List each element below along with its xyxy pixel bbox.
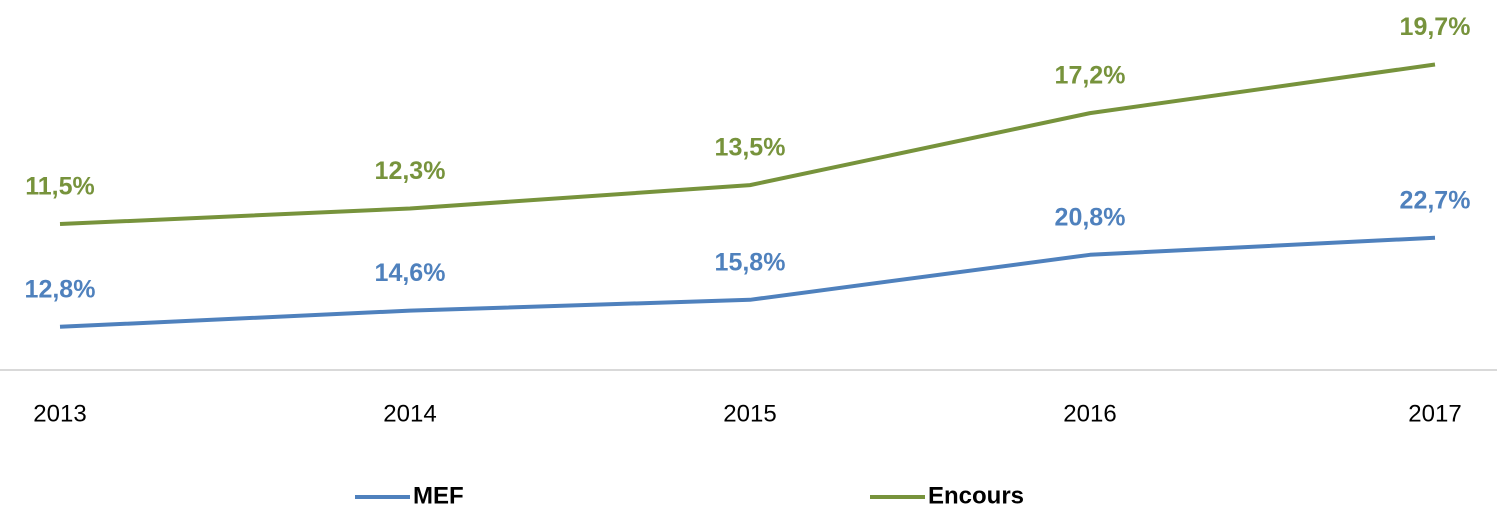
- data-label: 20,8%: [1055, 203, 1126, 231]
- data-label: 11,5%: [25, 173, 95, 201]
- series-line: [59, 62, 1436, 227]
- series-line: [59, 235, 1436, 329]
- data-label: 12,3%: [375, 157, 446, 185]
- x-tick-label: 2017: [1408, 400, 1461, 427]
- x-tick-label: 2015: [723, 400, 776, 427]
- x-tick-label: 2014: [383, 400, 436, 427]
- data-label: 13,5%: [715, 134, 786, 162]
- data-label: 17,2%: [1055, 62, 1126, 90]
- data-label: 14,6%: [375, 259, 446, 287]
- data-label: 19,7%: [1400, 13, 1471, 41]
- data-label: 15,8%: [715, 248, 786, 276]
- x-tick-label: 2016: [1063, 400, 1116, 427]
- legend-label: Encours: [928, 482, 1024, 509]
- legend-label: MEF: [413, 482, 464, 509]
- data-label: 22,7%: [1400, 186, 1471, 214]
- x-tick-label: 2013: [33, 400, 86, 427]
- data-label: 12,8%: [25, 275, 96, 303]
